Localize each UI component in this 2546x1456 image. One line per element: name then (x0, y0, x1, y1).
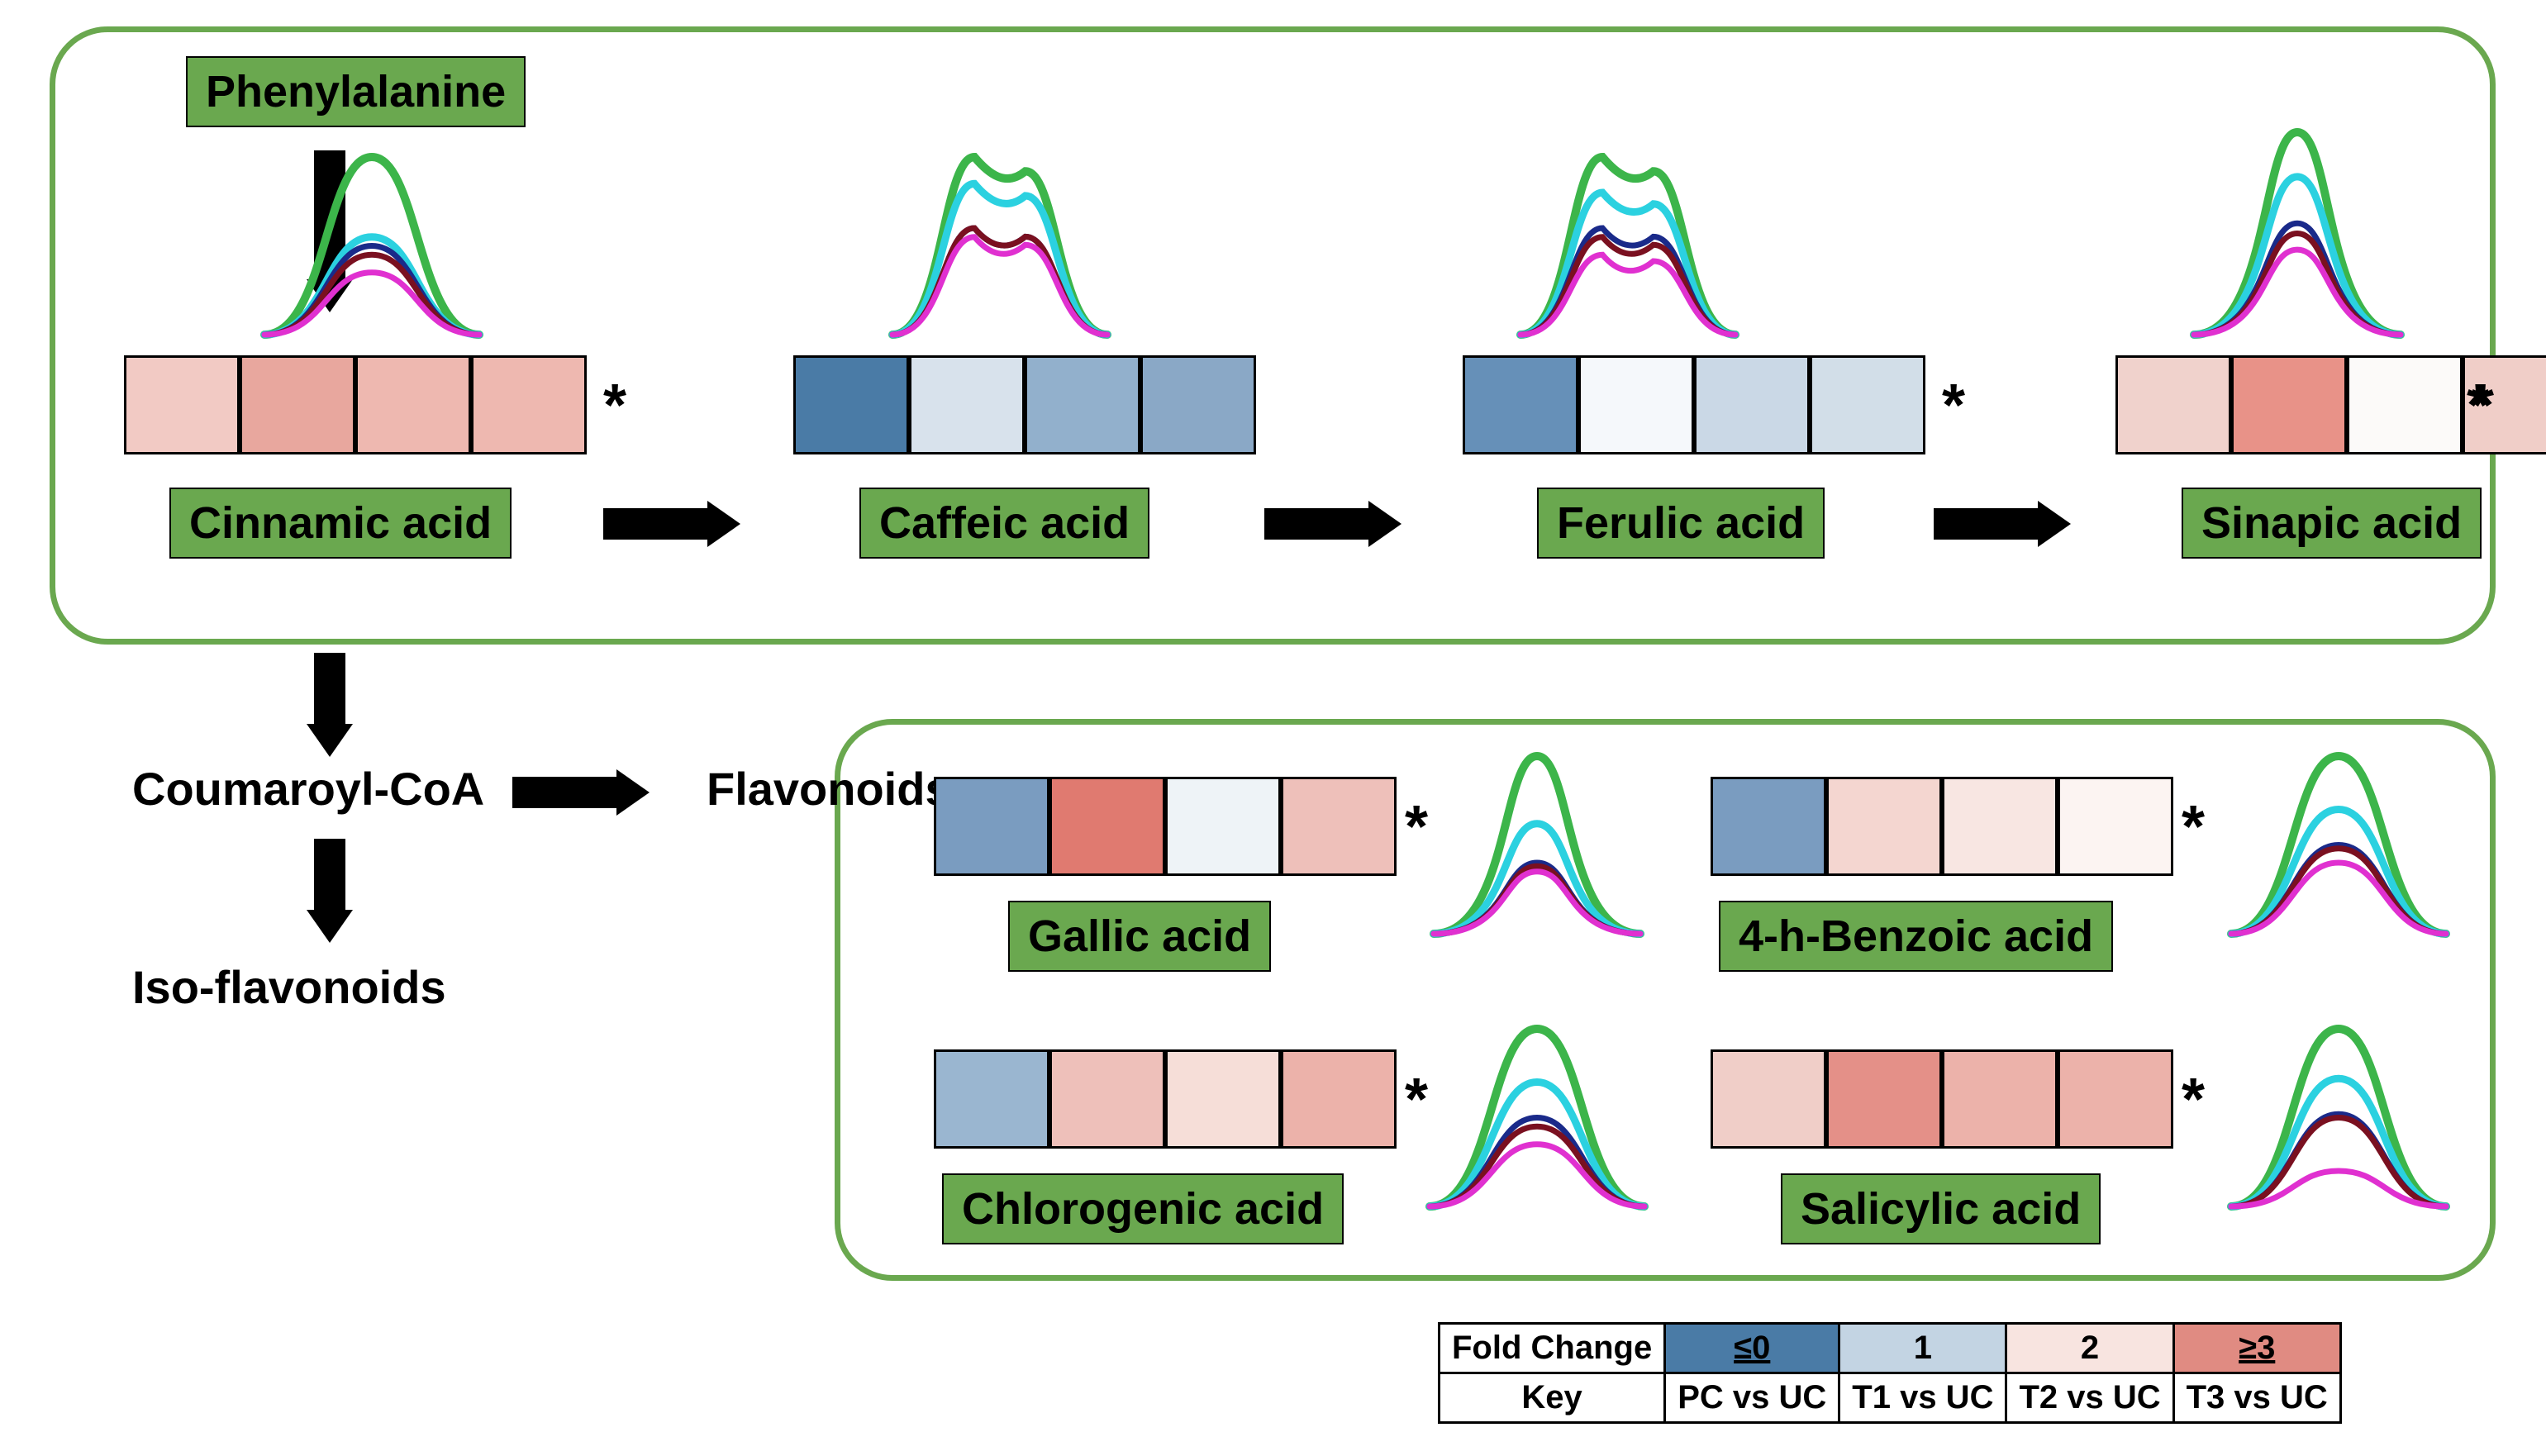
legend-scale-0: ≤0 (1665, 1324, 1839, 1373)
sinapic-star-main: * (2467, 372, 2490, 440)
legend-key-1: T1 vs UC (1839, 1373, 2006, 1423)
caffeic-peak (884, 149, 1116, 339)
arrow-cin-coa (314, 653, 345, 727)
chlorogenic-label: Chlorogenic acid (942, 1173, 1344, 1244)
arrow-caf-fer (1264, 508, 1372, 540)
ferulic-label: Ferulic acid (1537, 488, 1825, 559)
cinnamic-heatmap (124, 355, 587, 454)
coumaroyl-coa-text: Coumaroyl-CoA (132, 762, 484, 816)
legend-scale-3-text: ≥3 (2239, 1330, 2275, 1366)
iso-flavonoids-text: Iso-flavonoids (132, 960, 446, 1014)
chlorogenic-peak (1421, 1021, 1653, 1211)
salicylic-peak (2223, 1021, 2454, 1211)
arrow-fer-sin (1934, 508, 2041, 540)
salicylic-heatmap (1711, 1049, 2173, 1149)
benzoic-heatmap (1711, 777, 2173, 876)
benzoic-star: * (2182, 793, 2205, 861)
sinapic-peak (2182, 124, 2413, 339)
legend-key-header: Key (1440, 1373, 1665, 1423)
caffeic-label: Caffeic acid (859, 488, 1149, 559)
ferulic-heatmap (1463, 355, 1925, 454)
flavonoids-text: Flavonoids (707, 762, 951, 816)
cinnamic-label: Cinnamic acid (169, 488, 512, 559)
benzoic-peak (2223, 748, 2454, 938)
cinnamic-star: * (603, 372, 626, 440)
legend-foldchange-header: Fold Change (1440, 1324, 1665, 1373)
legend-scale-0-text: ≤0 (1734, 1330, 1770, 1366)
caffeic-heatmap (793, 355, 1256, 454)
salicylic-star: * (2182, 1066, 2205, 1134)
ferulic-star: * (1942, 372, 1965, 440)
legend-scale-1: 1 (1839, 1324, 2006, 1373)
phenylalanine-label: Phenylalanine (186, 56, 526, 127)
cinnamic-peak (256, 149, 488, 339)
fold-change-legend: Fold Change ≤0 1 2 ≥3 Key PC vs UC T1 vs… (1438, 1322, 2342, 1424)
sinapic-label: Sinapic acid (2182, 488, 2482, 559)
arrow-coa-iso (314, 839, 345, 913)
benzoic-label: 4-h-Benzoic acid (1719, 901, 2113, 972)
ferulic-peak (1512, 149, 1744, 339)
legend-key-0: PC vs UC (1665, 1373, 1839, 1423)
legend-scale-3: ≥3 (2173, 1324, 2340, 1373)
arrow-coa-flav (512, 777, 620, 808)
arrow-cin-caf (603, 508, 711, 540)
gallic-peak (1421, 748, 1653, 938)
gallic-heatmap (934, 777, 1397, 876)
salicylic-label: Salicylic acid (1781, 1173, 2101, 1244)
legend-scale-2: 2 (2006, 1324, 2173, 1373)
chlorogenic-heatmap (934, 1049, 1397, 1149)
legend-key-3: T3 vs UC (2173, 1373, 2340, 1423)
gallic-label: Gallic acid (1008, 901, 1271, 972)
legend-key-2: T2 vs UC (2006, 1373, 2173, 1423)
